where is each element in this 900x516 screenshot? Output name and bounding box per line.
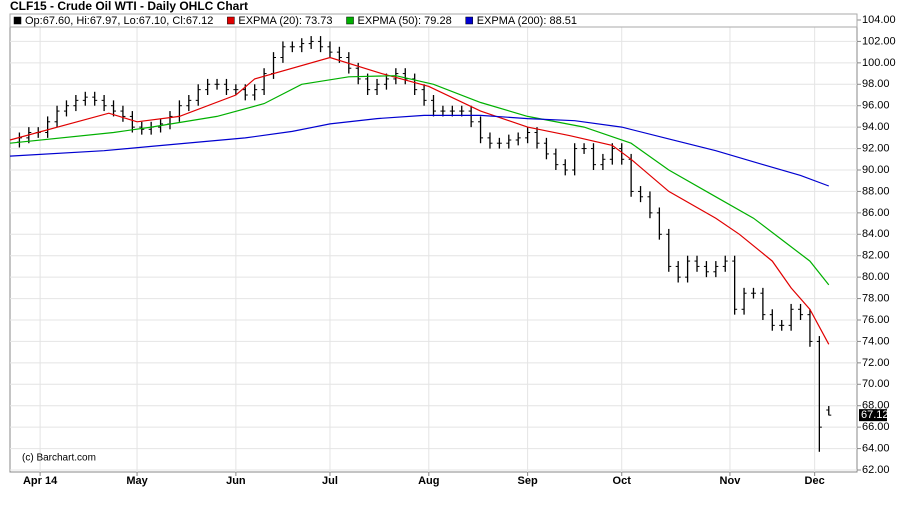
y-tick-label: 94.00 <box>862 121 890 133</box>
x-tick-label: Apr 14 <box>23 475 58 487</box>
y-tick-label: 90.00 <box>862 164 890 176</box>
x-tick-label: Aug <box>418 475 439 487</box>
y-tick-label: 102.00 <box>862 35 896 47</box>
y-tick-label: 84.00 <box>862 228 890 240</box>
chart-title: CLF15 - Crude Oil WTI - Daily OHLC Chart <box>10 0 248 13</box>
last-price-label: 67.12 <box>861 409 889 421</box>
x-tick-label: Jun <box>226 475 246 487</box>
legend-swatch <box>227 16 235 25</box>
y-tick-label: 80.00 <box>862 271 890 283</box>
x-tick-label: Nov <box>720 475 742 487</box>
legend-swatch <box>13 16 22 25</box>
y-tick-label: 62.00 <box>862 464 890 476</box>
watermark: (c) Barchart.com <box>22 453 96 464</box>
y-tick-label: 104.00 <box>862 14 896 26</box>
y-tick-label: 96.00 <box>862 100 890 112</box>
legend-swatch <box>346 16 354 25</box>
legend-label: EXPMA (50): 79.28 <box>358 15 452 27</box>
legend-bar <box>9 13 858 28</box>
x-tick-label: Jul <box>322 475 338 487</box>
legend-label: EXPMA (200): 88.51 <box>477 15 577 27</box>
y-tick-label: 92.00 <box>862 142 890 154</box>
indicator-line <box>9 114 830 187</box>
x-tick-label: Oct <box>613 475 632 487</box>
y-tick-label: 72.00 <box>862 357 890 369</box>
legend-swatch <box>465 16 473 25</box>
legend-label: EXPMA (20): 73.73 <box>238 15 332 27</box>
x-tick-label: Dec <box>805 475 825 487</box>
x-tick-label: May <box>126 475 148 487</box>
y-tick-label: 66.00 <box>862 421 890 433</box>
y-tick-label: 82.00 <box>862 250 890 262</box>
y-tick-label: 86.00 <box>862 207 890 219</box>
y-tick-label: 76.00 <box>862 314 890 326</box>
y-tick-label: 78.00 <box>862 292 890 304</box>
y-tick-label: 74.00 <box>862 335 890 347</box>
x-tick-label: Sep <box>518 475 538 487</box>
plot-area <box>9 13 858 473</box>
y-tick-label: 64.00 <box>862 442 890 454</box>
legend-label: Op:67.60, Hi:67.97, Lo:67.10, Cl:67.12 <box>25 15 213 27</box>
y-tick-label: 70.00 <box>862 378 890 390</box>
y-tick-label: 68.00 <box>862 400 890 412</box>
indicator-line <box>9 75 830 286</box>
y-tick-label: 98.00 <box>862 78 890 90</box>
indicator-line <box>9 56 830 345</box>
y-tick-label: 100.00 <box>862 57 896 69</box>
y-tick-label: 88.00 <box>862 185 890 197</box>
last-price-box <box>859 409 887 422</box>
